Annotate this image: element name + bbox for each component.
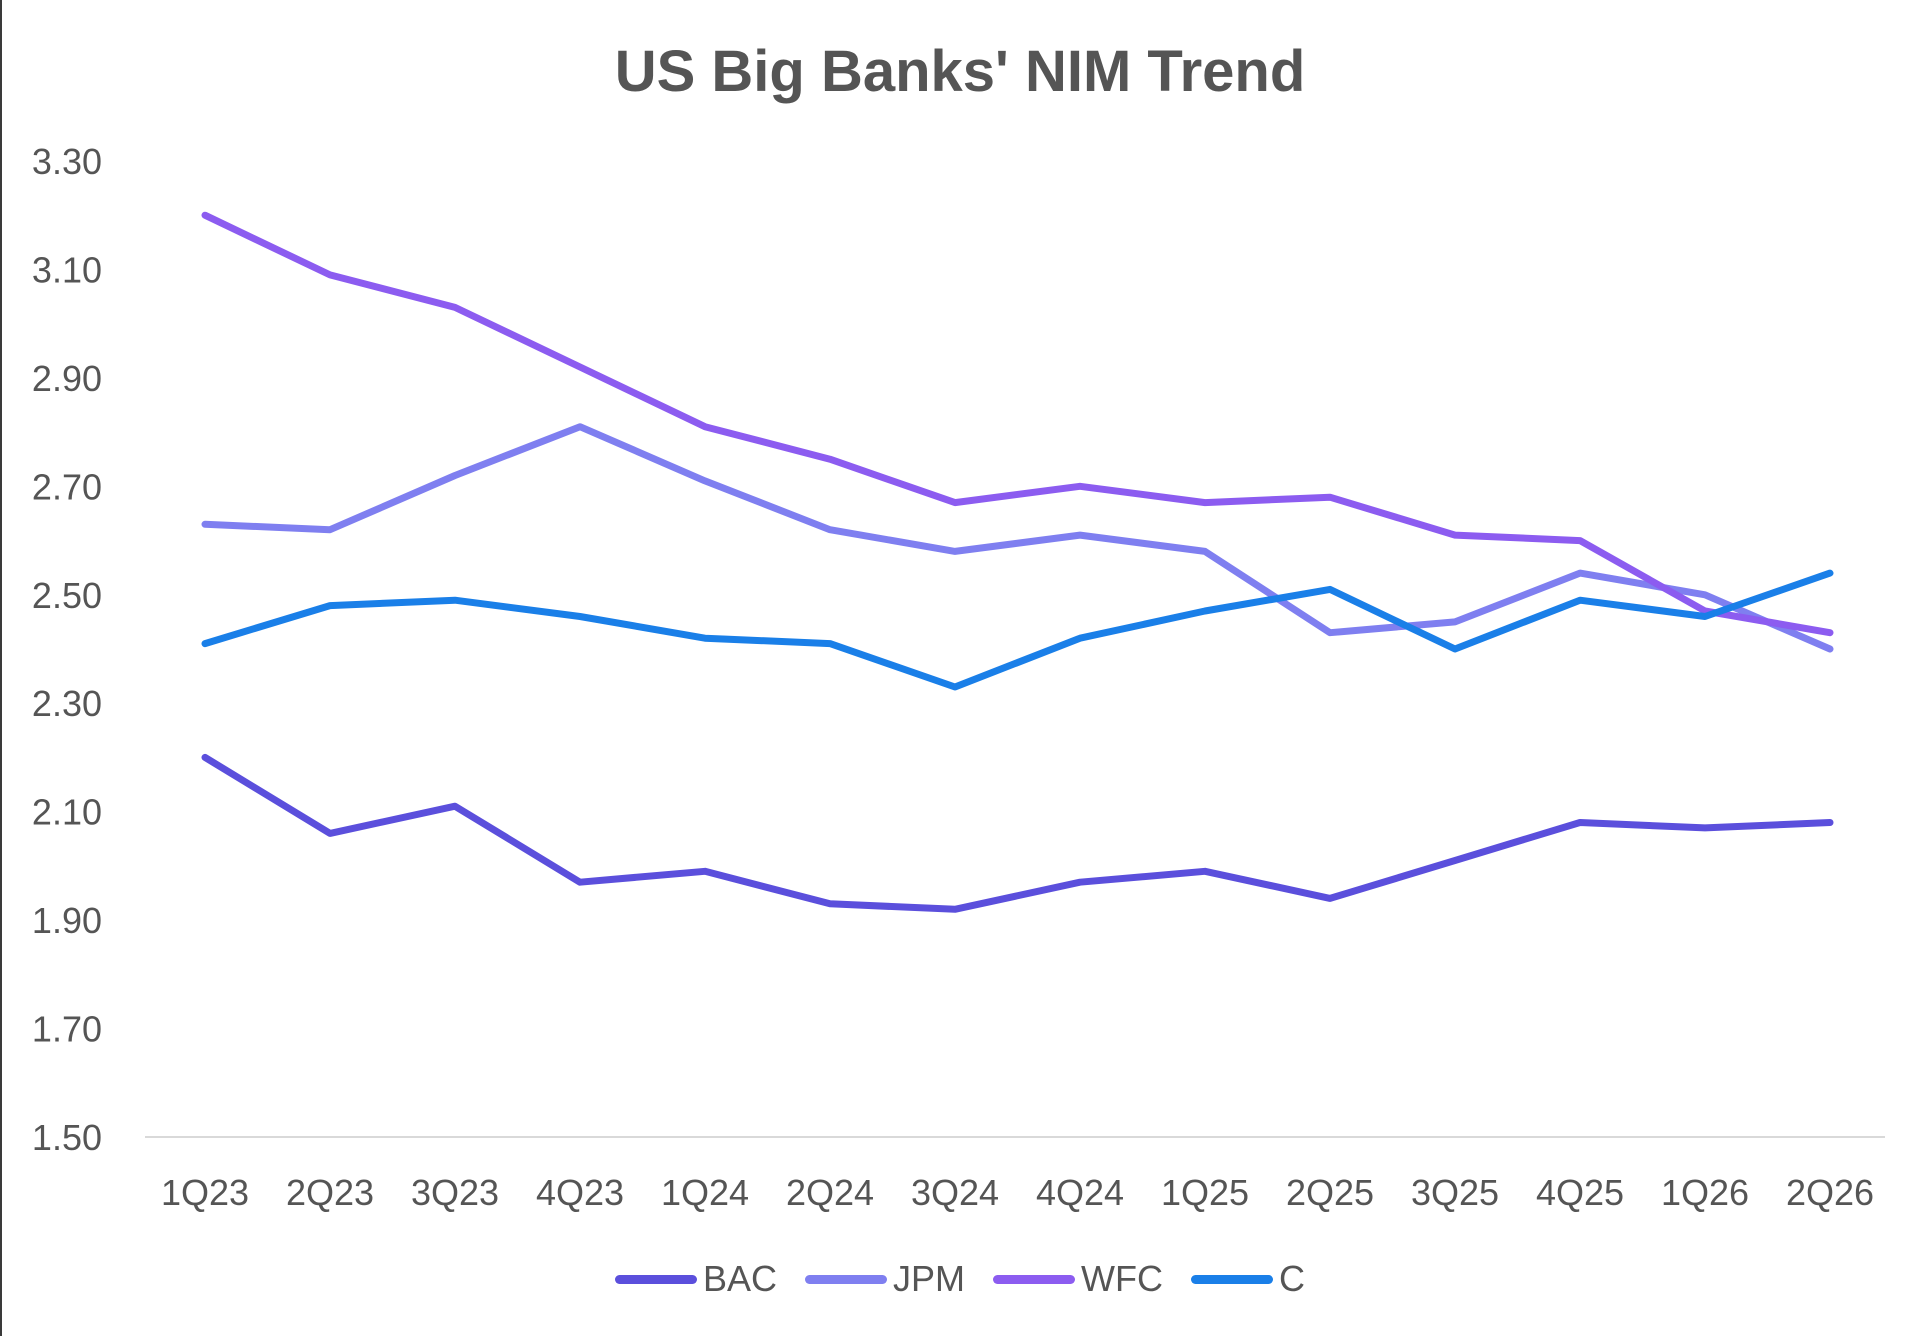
axis-layer: 1.50 1.70 1.90 2.10 2.30 2.50 2.70 2.90 3.10 3.30… (32, 141, 1885, 1213)
chart-title: US Big Banks' NIM Trend (614, 39, 1306, 104)
x-tick-label: 2Q23 (286, 1172, 374, 1213)
x-tick-label: 1Q24 (661, 1172, 749, 1213)
y-tick-label: 2.10 (32, 792, 102, 833)
legend-swatch (805, 1274, 888, 1284)
x-tick-label: 1Q25 (1161, 1172, 1249, 1213)
x-tick-label: 3Q23 (411, 1172, 499, 1213)
y-tick-label: 2.30 (32, 683, 102, 724)
legend-item-c: C (1191, 1258, 1305, 1300)
x-tick-label: 1Q23 (161, 1172, 249, 1213)
series-line-wfc (201, 211, 1834, 637)
legend-item-bac: BAC (615, 1258, 777, 1300)
x-tick-label: 4Q24 (1036, 1172, 1124, 1213)
y-tick-label: 1.50 (32, 1117, 102, 1158)
series-line-jpm (201, 423, 1834, 653)
y-tick-label: 1.90 (32, 900, 102, 941)
y-tick-label: 2.90 (32, 358, 102, 399)
y-tick-label: 3.10 (32, 249, 102, 290)
legend-swatch (993, 1274, 1076, 1284)
x-tick-label: 2Q25 (1286, 1172, 1374, 1213)
series-layer (201, 211, 1834, 913)
legend-label: WFC (1081, 1258, 1163, 1299)
y-tick-label: 1.70 (32, 1009, 102, 1050)
series-line-c (201, 569, 1834, 691)
x-tick-label: 2Q26 (1786, 1172, 1874, 1213)
x-tick-label: 1Q26 (1661, 1172, 1749, 1213)
left-border-line (0, 0, 2, 1336)
legend-item-jpm: JPM (805, 1258, 965, 1300)
y-tick-label: 3.30 (32, 141, 102, 182)
x-tick-label: 2Q24 (786, 1172, 874, 1213)
legend-swatch (1191, 1274, 1273, 1284)
x-tick-label: 4Q23 (536, 1172, 624, 1213)
chart-legend: BAC JPM WFC C (0, 1258, 1920, 1300)
series-line-bac (201, 753, 1834, 913)
legend-label: JPM (893, 1258, 966, 1299)
y-tick-label: 2.70 (32, 466, 102, 507)
legend-label: C (1279, 1258, 1305, 1299)
legend-label: BAC (703, 1258, 778, 1299)
x-tick-label: 3Q24 (911, 1172, 999, 1213)
legend-swatch (615, 1274, 697, 1284)
legend-item-wfc: WFC (993, 1258, 1163, 1300)
y-tick-label: 2.50 (32, 575, 102, 616)
x-tick-label: 3Q25 (1411, 1172, 1499, 1213)
x-tick-label: 4Q25 (1536, 1172, 1624, 1213)
